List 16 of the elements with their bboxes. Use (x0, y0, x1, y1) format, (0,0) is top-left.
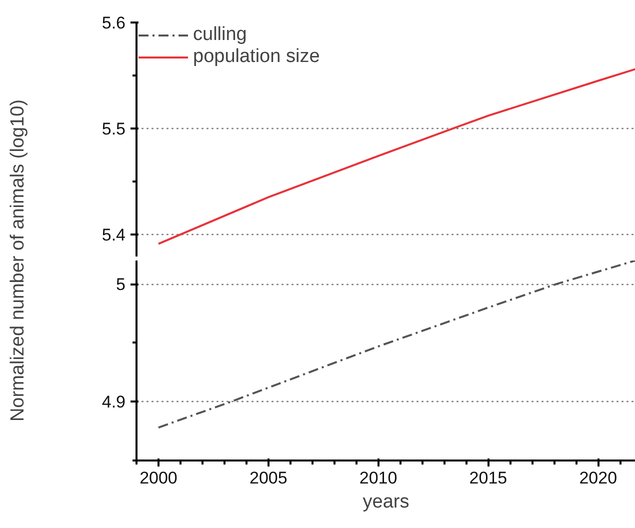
y-tick-label: 5.5 (102, 119, 126, 138)
x-tick-label: 2010 (359, 468, 398, 488)
line-series (157, 68, 635, 245)
x-tick-label: 2015 (469, 468, 508, 488)
y-tick-label: 4.9 (102, 392, 126, 412)
x-axis-title: years (362, 492, 410, 512)
y-tick-label: 5.4 (102, 225, 126, 244)
x-tick-label: 2000 (140, 468, 178, 488)
y-axis-title: Normalized number of animals (log10) (8, 99, 28, 422)
y-tick-label: 5 (116, 275, 126, 294)
y-tick-label: 5.6 (102, 14, 126, 32)
legend-label: population size (193, 46, 320, 68)
legend-label: culling (193, 24, 247, 46)
line-series (157, 260, 635, 429)
x-tick-label: 2020 (579, 468, 618, 488)
x-tick-label: 2005 (249, 468, 288, 488)
